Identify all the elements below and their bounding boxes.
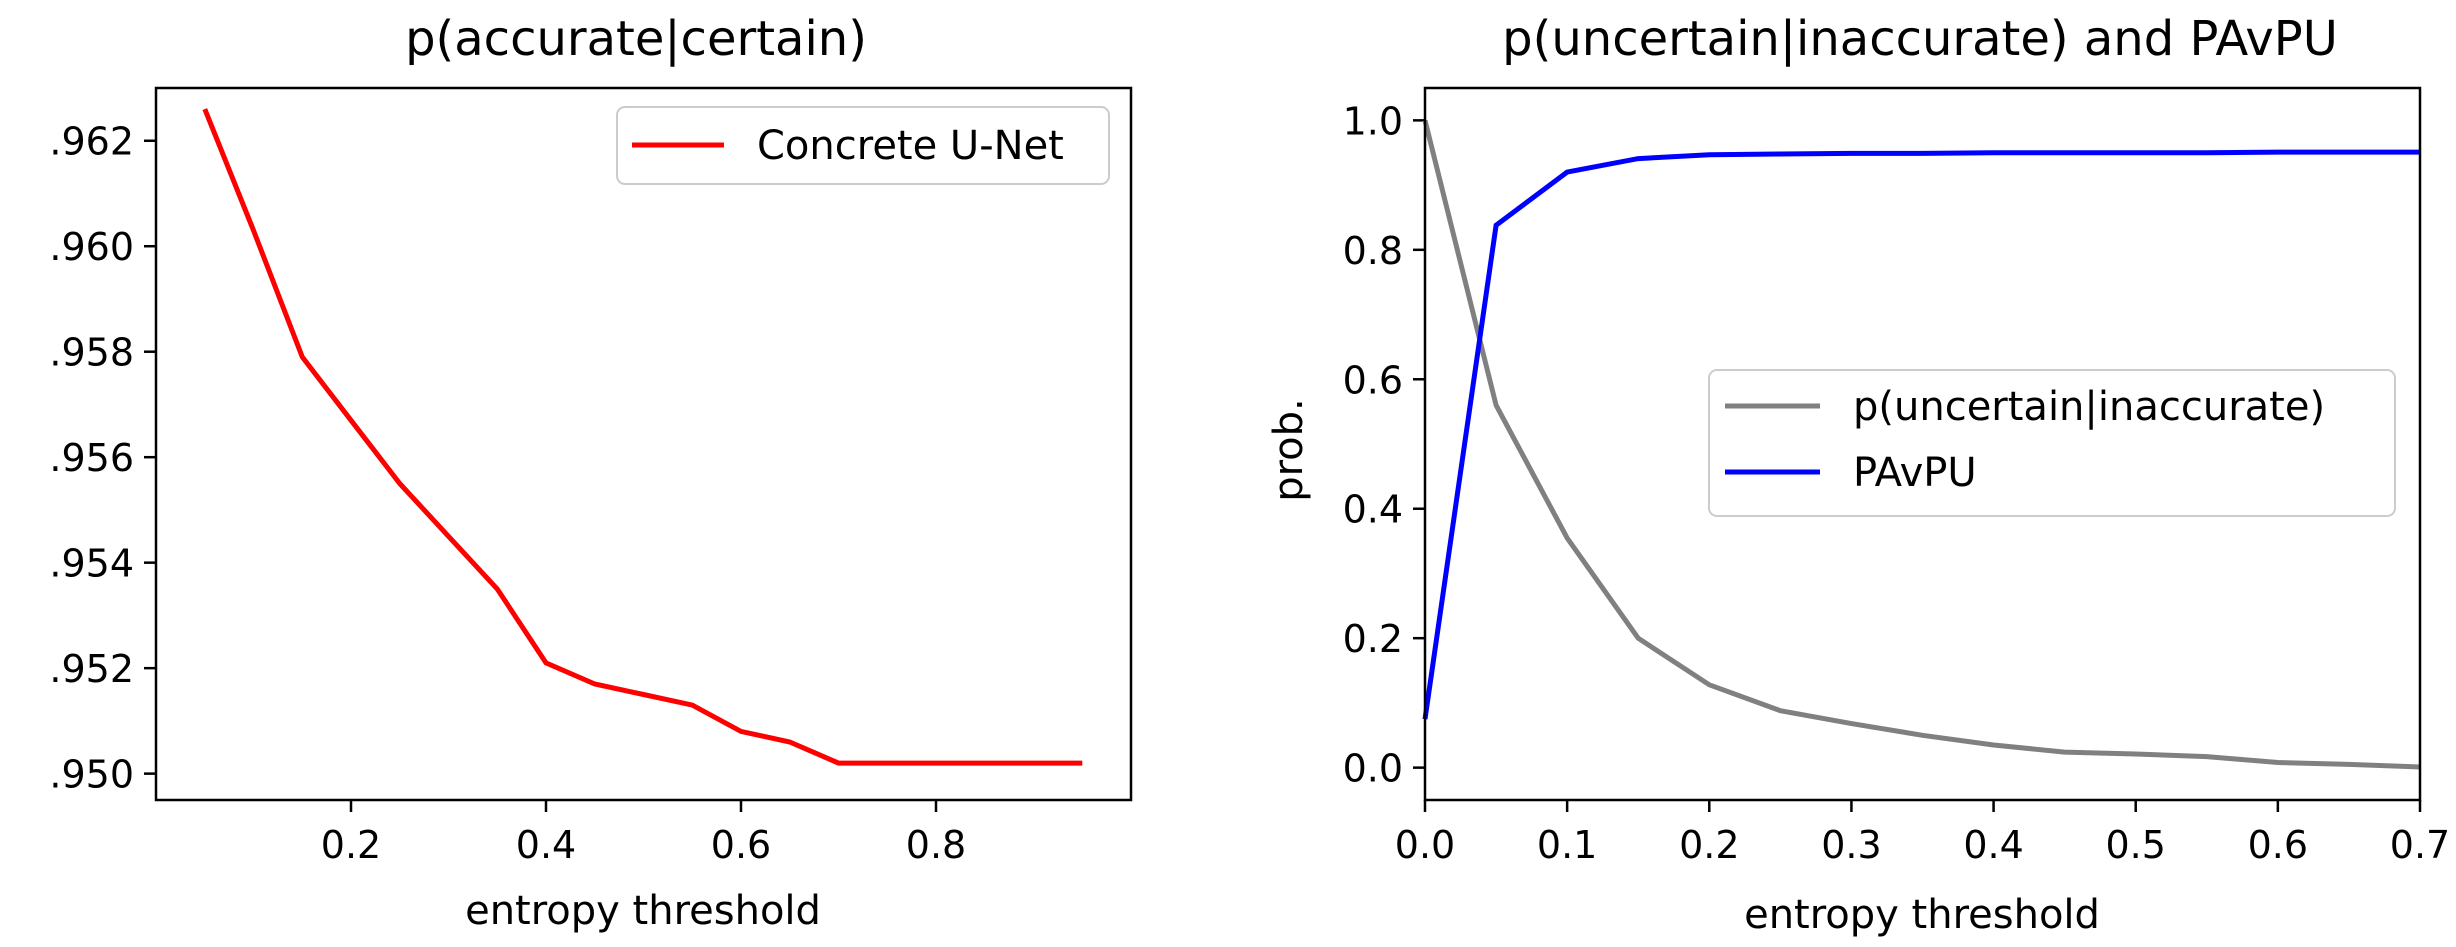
right-x-tick-label: 0.4 [1963,823,2023,867]
right-y-tick-label: 0.6 [1343,358,1403,402]
left-chart-lines [202,108,1083,766]
right-legend-box [1708,369,2396,517]
left-chart-ticks: 0.2 0.4 0.6 0.8 .950 .952 .954 .956 .958 .960 .962 [49,120,966,867]
left-chart-title: p(accurate|certain) [405,11,867,67]
right-chart-legend: p(uncertain|inaccurate) PAvPU [1708,369,2396,517]
left-y-tick-label: .958 [49,331,134,375]
right-chart-title: p(uncertain|inaccurate) and PAvPU [1502,11,2338,67]
left-x-tick-label: 0.6 [711,823,771,867]
right-chart-ylabel: prob. [1266,398,1312,502]
right-legend-label-p-uncertain-inaccurate: p(uncertain|inaccurate) [1853,384,2325,430]
left-x-tick-label: 0.8 [906,823,966,867]
right-x-tick-label: 0.7 [2390,823,2450,867]
right-x-tick-label: 0.6 [2248,823,2308,867]
right-x-tick-label: 0.3 [1821,823,1881,867]
left-x-tick-label: 0.2 [321,823,381,867]
left-y-tick-label: .950 [49,753,134,797]
left-legend-box [616,106,1110,185]
right-x-tick-label: 0.5 [2105,823,2165,867]
right-chart-ticks: 0.0 0.1 0.2 0.3 0.4 0.5 0.6 0.7 0.0 0.2 0.4 0.6 0.8 1… [1343,99,2451,867]
left-chart: p(accurate|certain) 0.2 0.4 0.6 0.8 .950 .952… [49,11,1133,934]
left-chart-xlabel: entropy threshold [465,888,821,934]
left-y-tick-label: .954 [49,542,134,586]
left-x-tick-label: 0.4 [516,823,576,867]
left-chart-frame [154,86,1133,802]
right-x-tick-label: 0.2 [1679,823,1739,867]
right-y-tick-label: 0.4 [1343,488,1403,532]
left-y-tick-label: .952 [49,647,134,691]
right-y-tick-label: 0.2 [1343,617,1403,661]
right-y-tick-label: 0.0 [1343,747,1403,791]
right-chart-xlabel: entropy threshold [1744,892,2100,938]
right-y-tick-label: 0.8 [1343,229,1403,273]
right-x-tick-label: 0.0 [1395,823,1455,867]
right-y-tick-label: 1.0 [1343,99,1403,143]
left-chart-legend: Concrete U-Net [616,106,1110,185]
right-chart: p(uncertain|inaccurate) and PAvPU 0.0 0.1… [1266,11,2450,938]
left-y-tick-label: .962 [49,120,134,164]
right-legend-label-pavpu: PAvPU [1853,450,1977,496]
left-y-tick-label: .960 [49,225,134,269]
left-legend-label-concrete-unet: Concrete U-Net [757,123,1064,169]
left-y-tick-label: .956 [49,436,134,480]
right-x-tick-label: 0.1 [1537,823,1597,867]
right-chart-frame [1423,86,2422,802]
